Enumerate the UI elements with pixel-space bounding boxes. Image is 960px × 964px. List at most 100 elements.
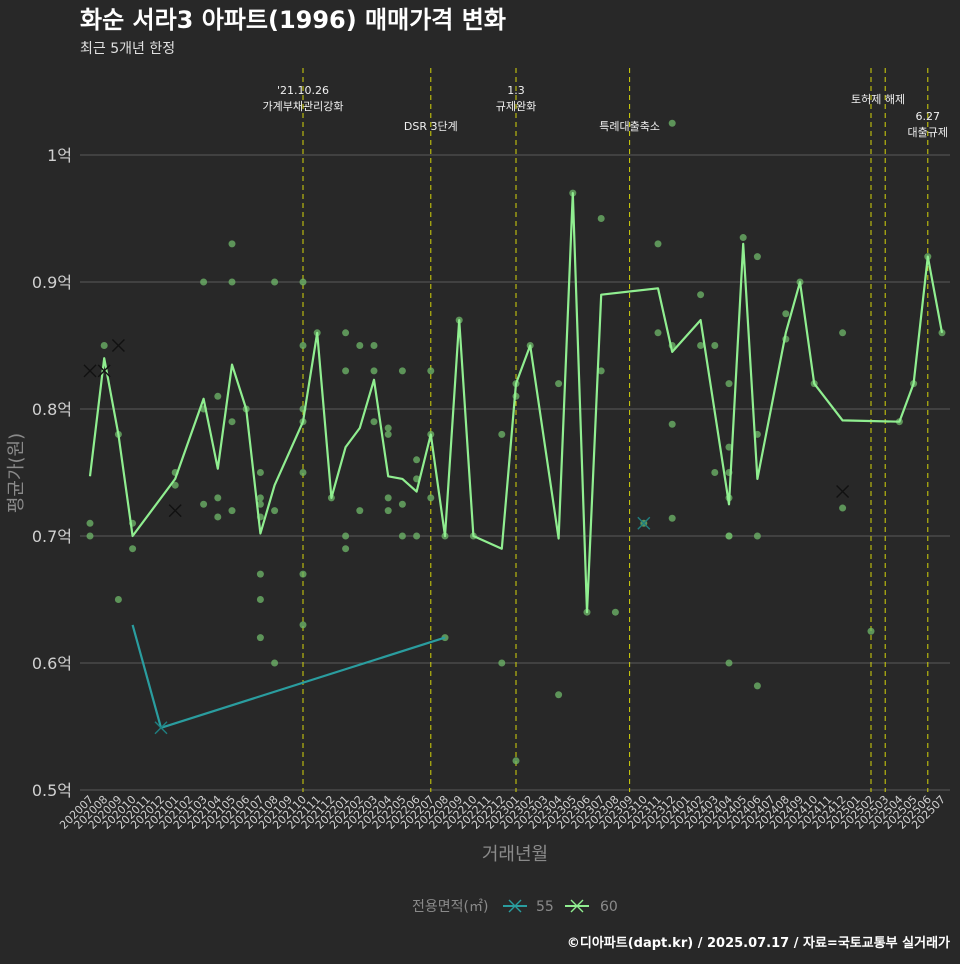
data-point: [498, 659, 506, 667]
data-point: [256, 494, 264, 502]
data-point: [725, 443, 733, 451]
data-point: [867, 627, 875, 635]
data-point: [739, 234, 747, 242]
data-point: [299, 469, 307, 476]
source-caption: ©디아파트(dapt.kr) / 2025.07.17 / 자료=국토교통부 실…: [567, 935, 950, 951]
data-point: [342, 329, 350, 337]
data-point: [356, 342, 364, 349]
data-point: [228, 507, 236, 515]
data-point: [753, 532, 761, 540]
y-tick-label: 0.5억: [32, 781, 72, 800]
data-point: [498, 430, 506, 438]
data-point: [725, 532, 733, 540]
x-marker-60: [836, 485, 850, 499]
data-point: [171, 481, 179, 489]
data-point: [271, 278, 279, 286]
data-point: [668, 420, 676, 428]
data-point: [228, 418, 236, 426]
data-point: [129, 545, 137, 553]
annotation-text: 1.3: [507, 84, 525, 97]
data-point: [114, 596, 122, 603]
data-point: [299, 621, 307, 629]
legend-swatch-marker: [570, 899, 584, 913]
data-point: [668, 514, 676, 522]
data-point: [100, 342, 108, 349]
data-point: [697, 342, 705, 349]
legend-label: 55: [536, 899, 554, 915]
annotation-text: 대출규제: [908, 126, 948, 139]
data-point: [839, 504, 847, 512]
data-point: [370, 367, 378, 375]
data-point: [597, 367, 605, 375]
annotation-text: 6.27: [916, 110, 941, 123]
data-point: [697, 291, 705, 299]
data-point: [256, 500, 264, 508]
data-point: [370, 342, 378, 349]
series-markers: [83, 339, 850, 735]
legend-label: 60: [600, 899, 618, 915]
data-point: [654, 240, 662, 248]
data-point: [214, 392, 222, 400]
data-point: [214, 494, 222, 502]
x-marker-60: [168, 504, 182, 518]
data-point: [839, 329, 847, 337]
data-point: [342, 367, 350, 375]
data-point: [342, 532, 350, 540]
chart-title: 화순 서라3 아파트(1996) 매매가격 변화: [80, 6, 506, 34]
data-point: [725, 659, 733, 667]
data-point: [398, 500, 406, 508]
data-point: [228, 240, 236, 248]
data-point: [200, 500, 208, 508]
annotation-text: DSR 3단계: [404, 120, 458, 133]
data-point: [384, 424, 392, 432]
data-point: [398, 532, 406, 540]
data-point: [711, 342, 719, 349]
x-marker-55: [637, 516, 651, 530]
x-marker-60: [111, 339, 125, 352]
data-point: [384, 507, 392, 515]
data-point: [256, 469, 264, 476]
data-point: [725, 380, 733, 388]
data-point: [597, 215, 605, 222]
x-axis-ticks: 2020072020082020092020102020112020122021…: [57, 793, 948, 832]
data-point: [753, 682, 761, 690]
data-point: [555, 380, 563, 388]
y-tick-label: 0.9억: [32, 273, 72, 292]
data-point: [86, 519, 94, 527]
annotation-text: 토허제 해제: [851, 92, 905, 106]
data-point: [256, 596, 264, 603]
y-tick-label: 0.7억: [32, 527, 72, 546]
series-line-60: [88, 192, 944, 614]
chart-subtitle: 최근 5개년 한정: [80, 41, 175, 57]
data-point: [711, 469, 719, 476]
data-point: [299, 278, 307, 286]
annotation-text: '21.10.26: [277, 84, 329, 97]
x-marker-55: [154, 721, 168, 735]
data-point: [256, 634, 264, 642]
data-point: [299, 570, 307, 578]
data-point: [256, 570, 264, 578]
data-point: [384, 494, 392, 502]
legend: 전용면적(㎡) 55 60: [412, 899, 618, 915]
data-point: [398, 367, 406, 375]
data-point: [342, 545, 350, 553]
data-point: [271, 659, 279, 667]
event-lines: [302, 68, 929, 792]
data-point: [228, 278, 236, 286]
data-point: [200, 278, 208, 286]
data-point: [427, 494, 435, 502]
y-tick-label: 0.6억: [32, 654, 72, 673]
data-point: [356, 507, 364, 515]
y-tick-label: 1억: [47, 146, 72, 165]
y-tick-label: 0.8억: [32, 400, 72, 419]
data-point: [370, 418, 378, 426]
legend-title: 전용면적(㎡): [412, 899, 488, 915]
data-point: [413, 456, 421, 464]
data-point: [654, 329, 662, 337]
data-point: [384, 430, 392, 438]
data-point: [271, 507, 279, 515]
data-point: [86, 532, 94, 540]
